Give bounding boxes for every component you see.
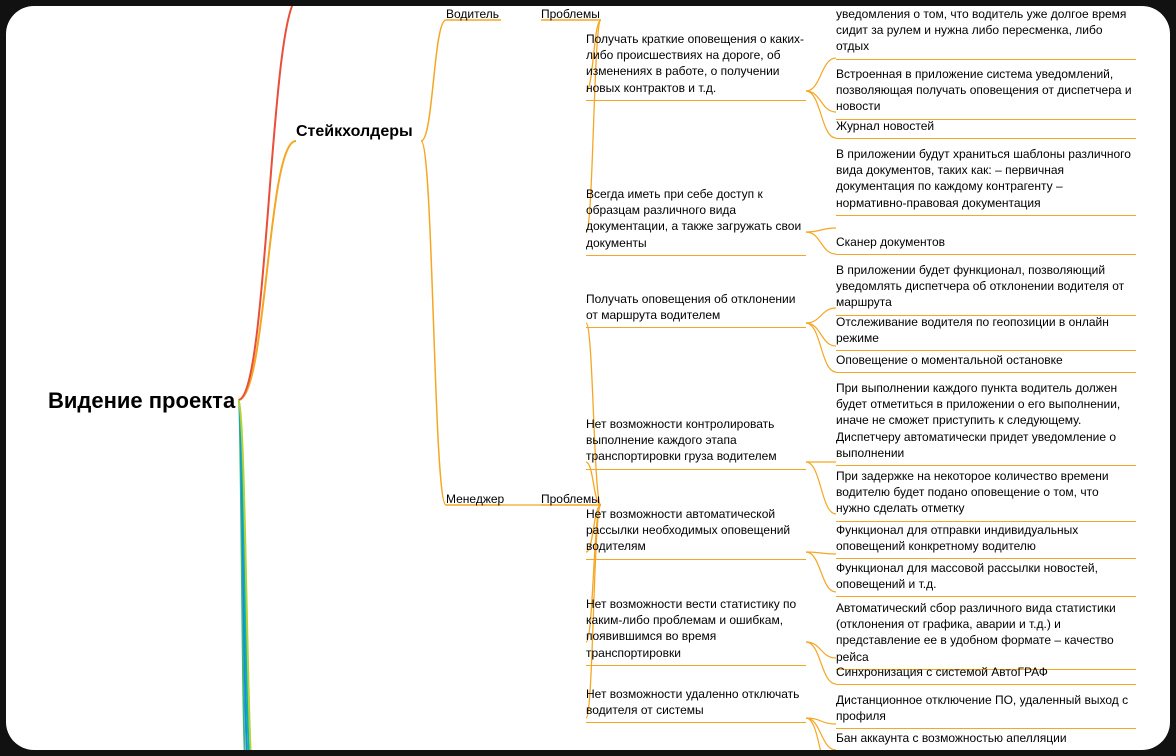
problems-label: Проблемы xyxy=(541,491,600,507)
leaf-7: Оповещение о моментальной остановке xyxy=(836,352,1136,373)
leaf-11: Функционал для массовой рассылки новосте… xyxy=(836,560,1136,597)
leaf-8: При выполнении каждого пункта водитель д… xyxy=(836,380,1136,466)
problems-top-label: Проблемы xyxy=(541,6,600,22)
leaf-1: Встроенная в приложение система уведомле… xyxy=(836,66,1136,120)
topic-t2: Всегда иметь при себе доступ к образцам … xyxy=(586,186,806,256)
leaf-6: Отслеживание водителя по геопозиции в он… xyxy=(836,314,1136,351)
topic-t1: Получать краткие оповещения о каких-либо… xyxy=(586,31,806,101)
topic-t3: Получать оповещения об отклонении от мар… xyxy=(586,291,806,328)
leaf-13: Синхронизация с системой АвтоГРАФ xyxy=(836,664,1136,685)
leaf-3: В приложении будут храниться шаблоны раз… xyxy=(836,146,1136,216)
topic-t4: Нет возможности контролировать выполнени… xyxy=(586,416,806,470)
driver-label: Водитель xyxy=(446,6,499,22)
leaf-9: При задержке на некоторое количество вре… xyxy=(836,468,1136,522)
leaf-4: Сканер документов xyxy=(836,234,1136,255)
leaf-10: Функционал для отправки индивидуальных о… xyxy=(836,522,1136,559)
root-node: Видение проекта xyxy=(48,386,235,416)
topic-t6: Нет возможности вести статистику по каки… xyxy=(586,596,806,666)
mindmap-frame: Видение проекта Стейкхолдеры Водитель Пробл… xyxy=(6,6,1170,750)
leaf-5: В приложении будет функционал, позволяющ… xyxy=(836,262,1136,316)
topic-t5: Нет возможности автоматической рассылки … xyxy=(586,506,806,560)
manager-label: Менеджер xyxy=(446,491,504,507)
leaf-0: уведомления о том, что водитель уже долг… xyxy=(836,6,1136,60)
leaf-2: Журнал новостей xyxy=(836,118,1136,139)
leaf-12: Автоматический сбор различного вида стат… xyxy=(836,600,1136,670)
leaf-14: Дистанционное отключение ПО, удаленный в… xyxy=(836,692,1136,729)
leaf-15: Бан аккаунта с возможностью апелляции xyxy=(836,730,1136,750)
topic-t7: Нет возможности удаленно отключать водит… xyxy=(586,686,806,723)
stakeholders-node: Стейкхолдеры xyxy=(296,121,413,143)
